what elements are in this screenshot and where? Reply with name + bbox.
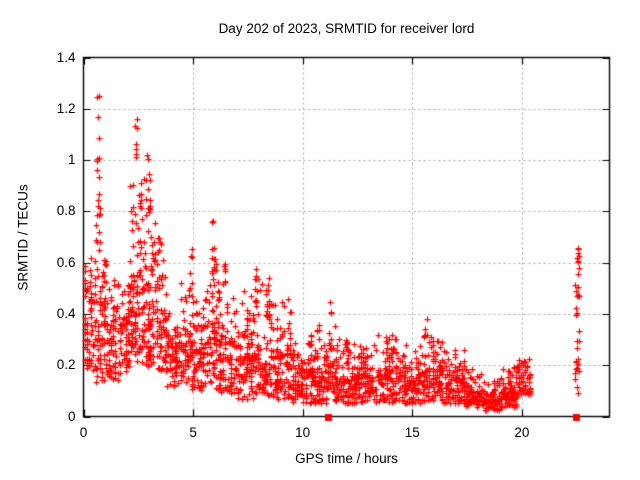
y-tick-label: 1 — [67, 152, 76, 168]
y-tick-label: 0.8 — [56, 203, 76, 219]
x-tick-label: 5 — [189, 424, 197, 440]
y-tick-label: 0.6 — [56, 254, 76, 270]
x-tick-label: 0 — [79, 424, 88, 440]
y-tick-label: 1.2 — [56, 100, 76, 116]
x-tick-label: 20 — [514, 424, 530, 440]
chart-title: Day 202 of 2023, SRMTID for receiver lor… — [218, 21, 475, 36]
y-tick-label: 0 — [67, 408, 76, 424]
y-tick-label: 1.4 — [56, 49, 76, 65]
y-tick-label: 0.2 — [56, 357, 76, 373]
x-axis-label: GPS time / hours — [295, 451, 398, 466]
x-tick-label: 10 — [295, 424, 311, 440]
y-tick-label: 0.4 — [56, 305, 76, 321]
x-tick-label: 15 — [404, 424, 420, 440]
